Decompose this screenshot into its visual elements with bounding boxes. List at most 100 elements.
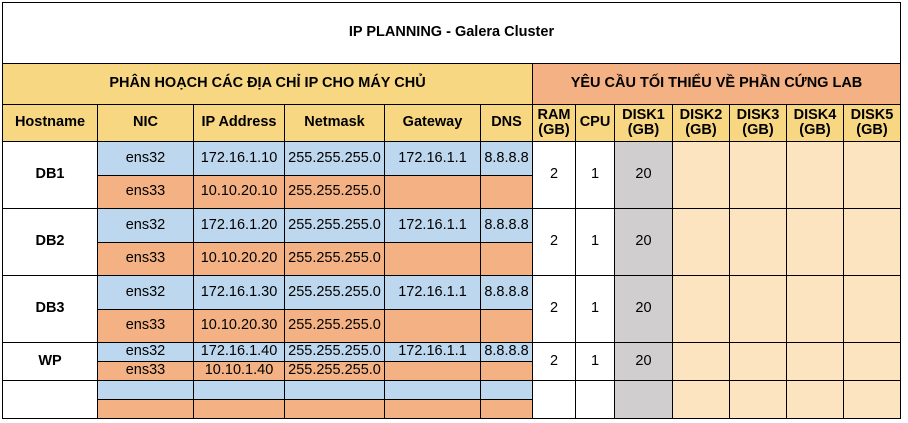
ip-address-cell[interactable]: 10.10.20.10 — [193, 175, 285, 209]
disk4-cell[interactable] — [786, 275, 844, 343]
netmask-cell[interactable] — [284, 399, 385, 419]
header-dns[interactable]: DNS — [480, 104, 533, 142]
nic-cell[interactable]: ens33 — [97, 361, 194, 381]
disk5-cell[interactable] — [843, 342, 901, 381]
cpu-cell[interactable] — [575, 380, 615, 419]
disk1-cell[interactable] — [614, 380, 673, 419]
dns-cell[interactable] — [480, 380, 533, 400]
gateway-cell[interactable] — [384, 399, 481, 419]
disk5-cell[interactable] — [843, 141, 901, 209]
disk2-cell[interactable] — [672, 380, 730, 419]
netmask-cell[interactable]: 255.255.255.0 — [284, 175, 385, 209]
netmask-cell[interactable]: 255.255.255.0 — [284, 361, 385, 381]
sheet-title[interactable]: IP PLANNING - Galera Cluster — [2, 2, 901, 64]
gateway-cell[interactable]: 172.16.1.1 — [384, 141, 481, 176]
dns-cell[interactable]: 8.8.8.8 — [480, 141, 533, 176]
ram-cell[interactable]: 2 — [532, 208, 576, 276]
header-ip-address[interactable]: IP Address — [193, 104, 285, 142]
disk3-cell[interactable] — [729, 342, 787, 381]
dns-cell[interactable]: 8.8.8.8 — [480, 208, 533, 243]
header-disk3[interactable]: DISK3 (GB) — [729, 104, 787, 142]
disk2-cell[interactable] — [672, 141, 730, 209]
ip-address-cell[interactable]: 10.10.20.20 — [193, 242, 285, 276]
gateway-cell[interactable] — [384, 175, 481, 209]
header-gateway[interactable]: Gateway — [384, 104, 481, 142]
ip-address-cell[interactable]: 172.16.1.10 — [193, 141, 285, 176]
disk2-cell[interactable] — [672, 275, 730, 343]
hostname-cell[interactable]: DB2 — [2, 208, 98, 276]
ip-address-cell[interactable] — [193, 380, 285, 400]
header-ram[interactable]: RAM (GB) — [532, 104, 576, 142]
disk3-cell[interactable] — [729, 380, 787, 419]
ram-cell[interactable] — [532, 380, 576, 419]
disk1-cell[interactable]: 20 — [614, 275, 673, 343]
netmask-cell[interactable]: 255.255.255.0 — [284, 141, 385, 176]
netmask-cell[interactable]: 255.255.255.0 — [284, 275, 385, 310]
ip-address-cell[interactable] — [193, 399, 285, 419]
disk3-cell[interactable] — [729, 141, 787, 209]
cpu-cell[interactable]: 1 — [575, 275, 615, 343]
cpu-cell[interactable]: 1 — [575, 342, 615, 381]
netmask-cell[interactable]: 255.255.255.0 — [284, 309, 385, 343]
dns-cell[interactable] — [480, 309, 533, 343]
disk5-cell[interactable] — [843, 275, 901, 343]
gateway-cell[interactable]: 172.16.1.1 — [384, 342, 481, 362]
dns-cell[interactable] — [480, 175, 533, 209]
ram-cell[interactable]: 2 — [532, 342, 576, 381]
gateway-cell[interactable] — [384, 361, 481, 381]
gateway-cell[interactable] — [384, 380, 481, 400]
nic-cell[interactable]: ens32 — [97, 208, 194, 243]
disk1-cell[interactable]: 20 — [614, 342, 673, 381]
dns-cell[interactable] — [480, 399, 533, 419]
netmask-cell[interactable]: 255.255.255.0 — [284, 208, 385, 243]
disk5-cell[interactable] — [843, 380, 901, 419]
cpu-cell[interactable]: 1 — [575, 141, 615, 209]
header-disk1[interactable]: DISK1 (GB) — [614, 104, 673, 142]
cpu-cell[interactable]: 1 — [575, 208, 615, 276]
disk4-cell[interactable] — [786, 208, 844, 276]
nic-cell[interactable]: ens32 — [97, 275, 194, 310]
netmask-cell[interactable] — [284, 380, 385, 400]
dns-cell[interactable]: 8.8.8.8 — [480, 342, 533, 362]
disk4-cell[interactable] — [786, 380, 844, 419]
nic-cell[interactable] — [97, 399, 194, 419]
disk1-cell[interactable]: 20 — [614, 141, 673, 209]
netmask-cell[interactable]: 255.255.255.0 — [284, 342, 385, 362]
gateway-cell[interactable]: 172.16.1.1 — [384, 208, 481, 243]
ip-address-cell[interactable]: 172.16.1.40 — [193, 342, 285, 362]
gateway-cell[interactable]: 172.16.1.1 — [384, 275, 481, 310]
header-nic[interactable]: NIC — [97, 104, 194, 142]
ram-cell[interactable]: 2 — [532, 275, 576, 343]
ip-address-cell[interactable]: 10.10.20.30 — [193, 309, 285, 343]
disk3-cell[interactable] — [729, 275, 787, 343]
header-hostname[interactable]: Hostname — [2, 104, 98, 142]
gateway-cell[interactable] — [384, 242, 481, 276]
hostname-cell[interactable]: DB1 — [2, 141, 98, 209]
hostname-cell[interactable]: DB3 — [2, 275, 98, 343]
ip-address-cell[interactable]: 10.10.1.40 — [193, 361, 285, 381]
ip-address-cell[interactable]: 172.16.1.20 — [193, 208, 285, 243]
section-ip-partition[interactable]: PHÂN HOẠCH CÁC ĐỊA CHỈ IP CHO MÁY CHỦ — [2, 63, 533, 105]
disk3-cell[interactable] — [729, 208, 787, 276]
nic-cell[interactable]: ens32 — [97, 141, 194, 176]
disk2-cell[interactable] — [672, 208, 730, 276]
nic-cell[interactable]: ens33 — [97, 309, 194, 343]
ram-cell[interactable]: 2 — [532, 141, 576, 209]
disk5-cell[interactable] — [843, 208, 901, 276]
dns-cell[interactable] — [480, 361, 533, 381]
disk1-cell[interactable]: 20 — [614, 208, 673, 276]
disk4-cell[interactable] — [786, 141, 844, 209]
header-disk2[interactable]: DISK2 (GB) — [672, 104, 730, 142]
header-cpu[interactable]: CPU — [575, 104, 615, 142]
header-netmask[interactable]: Netmask — [284, 104, 385, 142]
disk4-cell[interactable] — [786, 342, 844, 381]
hostname-cell[interactable]: WP — [2, 342, 98, 381]
netmask-cell[interactable]: 255.255.255.0 — [284, 242, 385, 276]
disk2-cell[interactable] — [672, 342, 730, 381]
dns-cell[interactable]: 8.8.8.8 — [480, 275, 533, 310]
ip-address-cell[interactable]: 172.16.1.30 — [193, 275, 285, 310]
header-disk4[interactable]: DISK4 (GB) — [786, 104, 844, 142]
header-disk5[interactable]: DISK5 (GB) — [843, 104, 901, 142]
section-hardware-requirements[interactable]: YÊU CẦU TỐI THIỂU VỀ PHẦN CỨNG LAB — [532, 63, 901, 105]
dns-cell[interactable] — [480, 242, 533, 276]
